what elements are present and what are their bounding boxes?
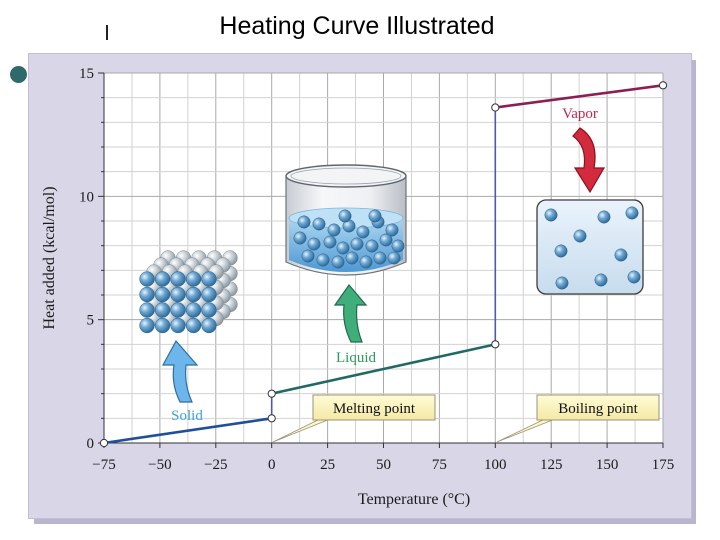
data-point [491,340,500,349]
solid-molecule [170,302,186,318]
solid-molecule [139,317,155,334]
solid-molecule [170,286,186,303]
solid-molecule [154,302,171,318]
data-point [267,414,276,423]
vapor-arrow-icon [572,127,606,194]
solid-molecule [139,286,155,303]
vapor-phase-label: Vapor [562,106,598,122]
vapor-molecule [554,244,568,258]
liquid-molecule [359,255,373,269]
x-tick-label: 175 [652,457,675,473]
solid-molecule [154,271,171,287]
curve-segment [495,84,664,109]
x-tick-label: −25 [204,457,227,473]
boiling-point-callout: Boiling point [496,394,660,443]
liquid-molecule [301,249,315,263]
x-tick-label: 25 [320,457,335,473]
liquid-molecule [297,215,311,229]
data-point [267,389,276,398]
solid-molecule [185,317,202,334]
x-tick-label: 0 [268,457,276,473]
data-point-markers [99,81,668,448]
melting-point-label: Melting point [333,401,416,417]
y-tick-label: 15 [79,66,94,82]
liquid-molecule [379,233,393,247]
y-axis-label: Heat added (kcal/mol) [41,186,58,329]
solid-molecule [185,286,202,303]
solid-molecule [185,302,202,318]
liquid-molecule [323,235,337,249]
x-tick-label: −75 [92,457,115,473]
liquid-molecule [350,237,364,251]
liquid-molecule [387,251,401,265]
liquid-molecule [365,239,379,253]
solid-molecule [201,302,217,318]
vapor-molecule [625,206,639,220]
liquid-molecule [336,241,350,255]
vapor-molecule [573,229,587,243]
vapor-molecule [544,208,558,222]
liquid-molecule [368,209,382,223]
x-tick-label: 125 [540,457,563,473]
solid-phase-label: Solid [171,408,203,424]
solid-molecule [139,271,155,287]
solid-molecule [201,271,217,287]
solid-molecule [170,271,186,287]
liquid-molecule [338,209,352,223]
solid-molecule [154,286,171,303]
curve-segment [103,417,272,445]
solid-molecule [154,317,171,334]
solid-lattice-icon [139,250,238,334]
vapor-molecule [594,273,608,287]
y-tick-label: 0 [87,436,95,452]
liquid-molecule [327,223,341,237]
liquid-molecule [356,225,370,239]
vapor-molecule [627,270,641,284]
melting-point-callout: Melting point [272,394,436,443]
liquid-molecule [391,239,405,253]
x-axis-label: Temperature (°C) [358,491,470,508]
liquid-molecule [312,217,326,231]
bullet-icon [10,66,27,83]
data-point [491,103,500,112]
data-point [658,81,668,90]
liquid-molecule [293,231,307,245]
liquid-phase-label: Liquid [336,350,376,366]
x-axis-ticks: −75 −50 −25 0 25 50 75 100 125 150 175 [92,443,674,473]
solid-arrow-icon [161,339,199,403]
vapor-molecule [614,248,628,262]
curve-segment [271,343,496,395]
x-tick-label: 50 [376,457,391,473]
vapor-molecule [597,210,611,224]
liquid-beaker-icon [285,164,407,276]
liquid-arrow-icon [333,284,368,343]
x-tick-label: 150 [596,457,619,473]
x-tick-label: 75 [432,457,447,473]
liquid-molecule [345,251,359,265]
solid-molecule [201,286,217,303]
liquid-molecule [373,251,387,265]
slide-title: Heating Curve Illustrated [219,12,495,40]
liquid-molecule [316,253,330,267]
y-axis-ticks: 0 5 10 15 [79,66,104,452]
solid-molecule [170,317,186,334]
text-cursor-mark [106,25,108,40]
vapor-box-icon [536,199,644,295]
y-tick-label: 10 [79,189,94,205]
solid-molecule [201,317,217,334]
liquid-molecule [331,255,345,269]
liquid-molecule [307,237,321,251]
solid-molecule [185,271,202,287]
x-tick-label: −50 [148,457,171,473]
boiling-point-label: Boiling point [558,401,638,417]
x-tick-label: 100 [484,457,507,473]
liquid-molecule [385,223,399,237]
y-tick-label: 5 [87,313,95,329]
heating-curve-series [103,84,664,445]
solid-molecule [139,302,155,318]
vapor-molecule [555,276,569,290]
data-point [99,438,109,448]
